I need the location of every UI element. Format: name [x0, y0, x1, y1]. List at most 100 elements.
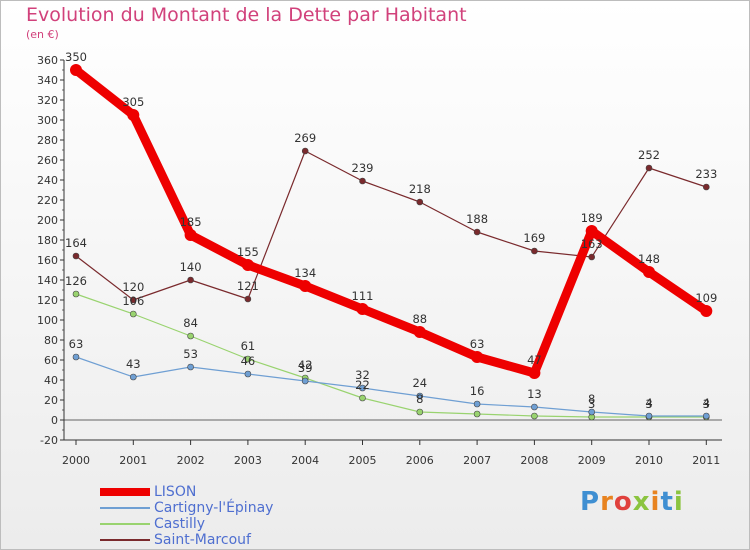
data-label: 189	[581, 211, 603, 225]
data-label: 155	[237, 245, 259, 259]
data-label: 140	[180, 260, 202, 274]
y-tick-label: -20	[40, 434, 58, 447]
data-label: 121	[237, 279, 259, 293]
legend-swatch	[100, 539, 150, 541]
data-point	[130, 310, 137, 318]
data-point	[473, 228, 481, 236]
y-tick-label: 100	[37, 314, 58, 327]
logo-letter: x	[632, 487, 651, 517]
logo-letter: P	[580, 487, 601, 517]
series-line-0	[71, 65, 711, 378]
data-point	[301, 377, 309, 385]
data-label: 120	[122, 280, 144, 294]
data-label: 22	[355, 378, 370, 392]
data-point	[531, 403, 538, 411]
data-point	[643, 266, 655, 278]
data-label: 3	[703, 397, 710, 411]
data-point	[413, 326, 426, 338]
x-tick-label: 2011	[692, 454, 720, 467]
data-point	[244, 370, 252, 378]
data-label: 88	[412, 312, 427, 326]
chart-title: Evolution du Montant de la Dette par Hab…	[26, 4, 467, 26]
data-point	[301, 147, 309, 155]
data-label: 3	[645, 397, 652, 411]
y-tick-label: 60	[44, 354, 58, 367]
y-tick-label: 20	[44, 394, 58, 407]
data-point	[244, 355, 252, 363]
data-label: 188	[466, 212, 488, 226]
data-point	[531, 412, 538, 420]
data-point	[127, 109, 140, 121]
data-point	[359, 177, 366, 185]
series-line-3	[75, 150, 707, 301]
data-label: 269	[294, 131, 316, 145]
data-label: 239	[352, 161, 374, 175]
data-label: 24	[412, 376, 427, 390]
y-tick-label: 140	[37, 274, 58, 287]
data-label: 3	[588, 397, 595, 411]
legend-label: Castilly	[154, 516, 206, 532]
data-label: 43	[126, 357, 141, 371]
x-tick-label: 2004	[291, 454, 319, 467]
data-label: 185	[180, 215, 202, 229]
data-label: 148	[638, 252, 660, 266]
data-label: 233	[695, 167, 717, 181]
data-point	[528, 367, 541, 379]
data-label: 218	[409, 182, 431, 196]
data-point	[471, 351, 484, 363]
data-label: 8	[416, 392, 423, 406]
x-tick-label: 2009	[578, 454, 606, 467]
data-point	[72, 353, 80, 361]
data-point	[241, 259, 254, 271]
y-tick-label: 260	[37, 154, 58, 167]
chart-subtitle: (en €)	[26, 28, 59, 41]
x-tick-label: 2001	[119, 454, 147, 467]
data-point	[187, 276, 194, 284]
series-line-2	[75, 293, 707, 418]
x-tick-label: 2008	[520, 454, 548, 467]
data-label: 106	[122, 294, 144, 308]
x-tick-label: 2010	[635, 454, 663, 467]
data-label: 164	[65, 236, 87, 250]
y-tick-label: 300	[37, 114, 58, 127]
legend-label: Cartigny-l'Épinay	[154, 500, 274, 516]
data-label: 53	[183, 347, 198, 361]
logo-letter: i	[673, 487, 684, 517]
data-label: 47	[527, 353, 542, 367]
data-point	[244, 295, 252, 303]
data-point	[645, 412, 653, 420]
data-label: 169	[523, 231, 545, 245]
legend-swatch	[100, 507, 150, 509]
data-point	[359, 394, 366, 402]
data-label: 61	[241, 339, 256, 353]
y-tick-label: 0	[51, 414, 58, 427]
data-point	[645, 164, 653, 172]
y-tick-label: 320	[37, 94, 58, 107]
logo-letter: i	[650, 487, 661, 517]
data-point	[588, 253, 596, 261]
data-label: 13	[527, 387, 542, 401]
data-label: 63	[470, 337, 485, 351]
x-tick-label: 2003	[234, 454, 262, 467]
data-label: 163	[581, 237, 603, 251]
data-point	[130, 373, 137, 381]
data-point	[187, 363, 194, 371]
logo-letter: r	[600, 487, 614, 517]
legend-label: Saint-Marcouf	[154, 532, 251, 548]
data-label: 63	[69, 337, 84, 351]
data-point	[72, 252, 80, 260]
proxiti-logo: Proxiti	[580, 487, 684, 517]
x-tick-label: 2005	[349, 454, 377, 467]
data-label: 32	[355, 368, 370, 382]
data-point	[416, 392, 424, 400]
y-tick-label: 200	[37, 214, 58, 227]
data-point	[359, 384, 366, 392]
data-label: 84	[183, 316, 198, 330]
legend-swatch	[100, 523, 150, 525]
data-label: 111	[352, 289, 374, 303]
data-label: 350	[65, 50, 87, 64]
x-tick-label: 2006	[406, 454, 434, 467]
y-tick-label: 360	[37, 54, 58, 67]
